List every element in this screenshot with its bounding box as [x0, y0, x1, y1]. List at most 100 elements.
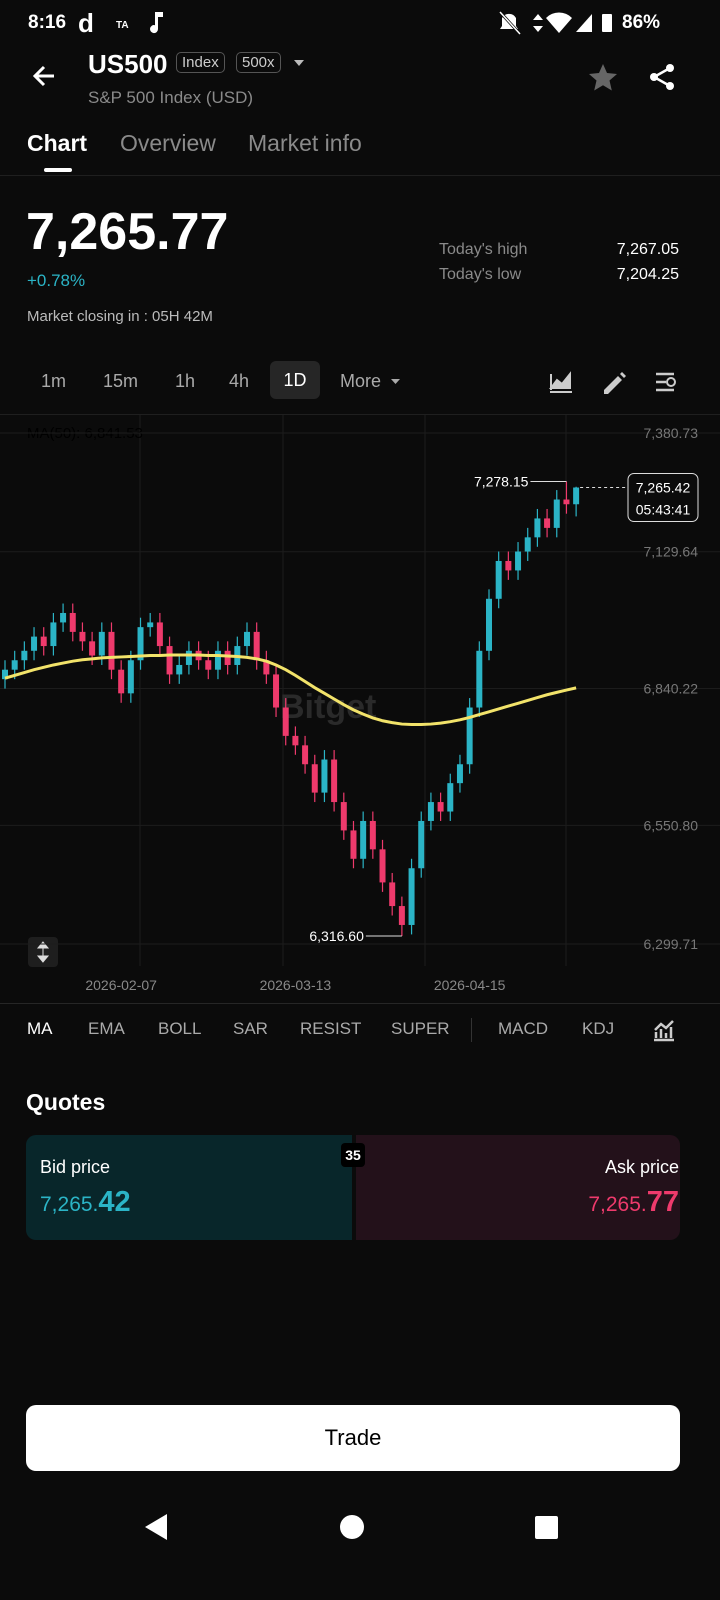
candlestick-chart: Bitget MA(50): 6,841.53 7,380.73 7,129.64…	[0, 415, 720, 993]
tab-indicator	[44, 168, 72, 172]
y-tick-label: 6,840.22	[644, 681, 699, 697]
ask-emph: 77	[646, 1186, 679, 1218]
candle-body	[515, 551, 522, 571]
candle-body	[108, 631, 115, 670]
candle-body	[311, 764, 318, 793]
ma-label: MA(50): 6,841.53	[27, 425, 143, 442]
interval[interactable]: 4h	[229, 371, 250, 391]
x-tick-label: 2026-04-15	[434, 977, 506, 993]
interval-active[interactable]: 1D	[270, 361, 320, 399]
candle-body	[398, 906, 405, 925]
candle-body	[427, 802, 434, 821]
indicator-tab[interactable]: SUPER	[391, 1019, 450, 1038]
candle-body	[573, 487, 580, 505]
bid-card[interactable]	[26, 1135, 352, 1240]
tab[interactable]: Market info	[248, 130, 362, 156]
section-title: Quotes	[26, 1089, 106, 1115]
ask-label: Ask price	[604, 1157, 679, 1177]
bid-label: Bid price	[40, 1157, 111, 1177]
spread: 35	[341, 1143, 365, 1167]
dropdown-icon[interactable]	[292, 58, 306, 70]
candle-body	[214, 650, 221, 670]
status-icon: TA	[116, 20, 129, 31]
indicator-tab[interactable]: MA	[27, 1019, 53, 1038]
y-tick-label: 6,299.71	[644, 936, 699, 952]
nav-back[interactable]	[145, 1514, 167, 1540]
stat-value: 7,267.05	[616, 241, 679, 258]
candle-body	[60, 612, 67, 623]
badge: 500x	[236, 52, 281, 73]
indicator-tab[interactable]: BOLL	[158, 1019, 202, 1038]
interval[interactable]: 15m	[103, 371, 139, 391]
ma-line	[4, 653, 577, 727]
countdown-label: 05:43:41	[636, 502, 691, 518]
candle-body	[321, 759, 328, 793]
interval[interactable]: 1m	[41, 371, 67, 391]
more-caret	[391, 379, 400, 384]
bid-main: 7,265.	[40, 1193, 99, 1216]
candle-body	[302, 745, 309, 765]
candle-body	[476, 650, 483, 708]
candle-body	[447, 783, 454, 812]
indicator-settings[interactable]	[652, 1018, 676, 1042]
candle-body	[147, 622, 154, 628]
candle-body	[466, 707, 473, 765]
candle-body	[176, 664, 183, 675]
ask-card[interactable]	[356, 1135, 680, 1240]
divider	[0, 175, 720, 176]
candle-body	[118, 669, 125, 694]
symbol: US500	[88, 49, 168, 79]
candle-body	[408, 868, 415, 925]
battery-level: 86%	[622, 12, 661, 33]
candle-body	[273, 674, 280, 708]
candle-body	[350, 830, 357, 859]
back-button[interactable]	[30, 62, 58, 90]
candle-body	[418, 820, 425, 869]
status-time: 8:16	[28, 12, 67, 33]
indicator-tab[interactable]: MACD	[498, 1019, 549, 1038]
chart-tools[interactable]	[548, 368, 678, 396]
y-tick-label: 7,129.64	[644, 544, 699, 560]
share-button[interactable]	[648, 62, 678, 92]
max-label: 7,278.15	[474, 473, 529, 489]
tab-active[interactable]: Chart	[27, 130, 88, 156]
nav-home[interactable]	[340, 1515, 364, 1539]
bid-emph: 42	[98, 1186, 131, 1218]
bid-price: 7,265.42	[40, 1186, 131, 1219]
candle-body	[360, 820, 367, 859]
candle-body	[263, 660, 270, 675]
stat-value: 7,204.25	[616, 266, 679, 283]
y-tick-label: 7,380.73	[644, 425, 699, 441]
candle-body	[11, 660, 18, 670]
interval-more[interactable]: More	[340, 371, 382, 391]
ask-price: 7,265.77	[588, 1186, 679, 1219]
last-price-label: 7,265.42	[636, 480, 691, 496]
candle-body	[244, 631, 250, 647]
divider	[0, 414, 720, 415]
candle-body	[495, 560, 502, 599]
y-tick-label: 6,550.80	[644, 817, 699, 833]
candle-body	[205, 660, 212, 670]
candle-body	[553, 499, 560, 528]
favorite-button[interactable]	[588, 62, 618, 92]
indicator-tab[interactable]: SAR	[233, 1019, 268, 1038]
nav-recents[interactable]	[535, 1516, 558, 1539]
trade-button[interactable]: Trade	[26, 1405, 680, 1471]
ask-main: 7,265.	[588, 1193, 647, 1216]
candle-body	[379, 849, 386, 883]
stat-label: Today's high	[439, 241, 528, 258]
candle-body	[31, 636, 38, 651]
indicator-tab[interactable]: RESIST	[300, 1019, 362, 1038]
candle-body	[389, 882, 396, 907]
candle-body	[437, 802, 444, 812]
candle-body	[331, 759, 338, 803]
indicator-tab[interactable]: EMA	[88, 1019, 125, 1038]
interval[interactable]: 1h	[175, 371, 196, 391]
last-price: 7,265.77	[26, 203, 229, 261]
candle-body	[89, 641, 96, 656]
indicator-tab[interactable]: KDJ	[582, 1019, 615, 1038]
candle-body	[524, 537, 531, 552]
candle-body	[50, 622, 57, 647]
tab[interactable]: Overview	[120, 130, 216, 156]
